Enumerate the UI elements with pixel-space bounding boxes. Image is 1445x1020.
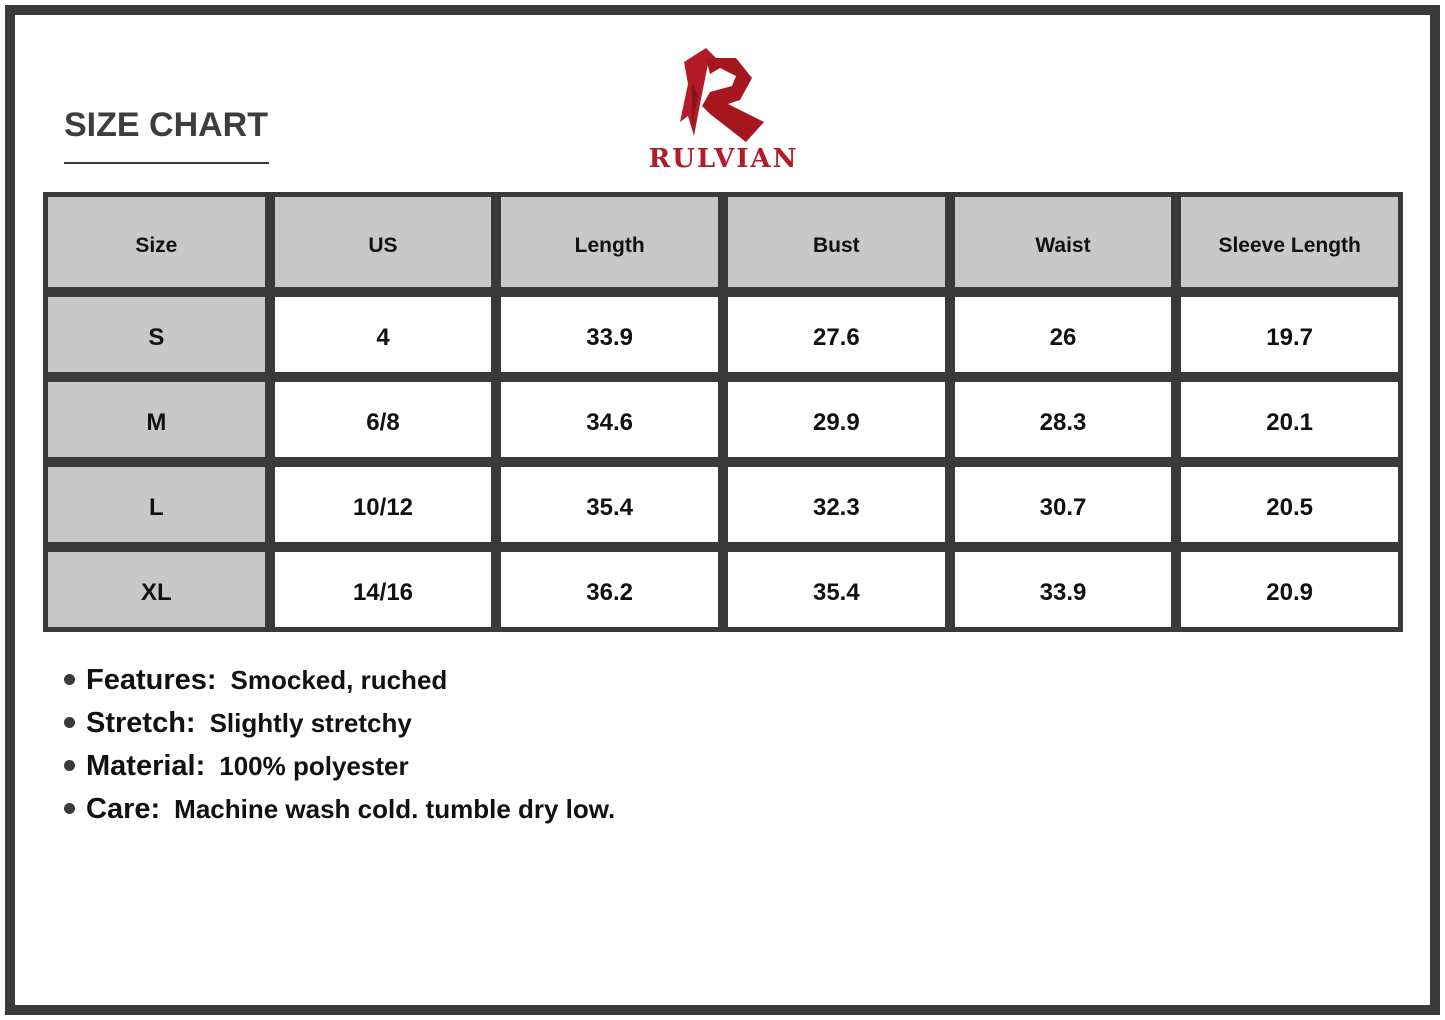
note-value: Slightly stretchy [209, 708, 412, 738]
table-cell: 29.9 [728, 382, 945, 457]
column-header: US [274, 197, 492, 287]
size-cell: S [48, 297, 265, 372]
note-value: Machine wash cold. tumble dry low. [174, 794, 616, 824]
size-cell: M [48, 382, 265, 457]
table-cell: 27.6 [728, 297, 945, 372]
note-label: Care: [86, 793, 161, 825]
bullet-icon [64, 803, 75, 814]
table-cell: 26 [954, 297, 1172, 372]
logo-r-mark-icon [680, 48, 764, 142]
table-cell: 36.2 [501, 552, 718, 627]
page-title: SIZE CHART [64, 106, 268, 144]
size-cell: L [48, 467, 265, 542]
column-header: Size [48, 197, 265, 287]
title-underline [64, 162, 269, 164]
note-item: Features: Smocked, ruched [64, 664, 615, 707]
table-cell: 4 [274, 297, 492, 372]
table-cell: 32.3 [728, 467, 945, 542]
brand-logo: RULVIAN [636, 44, 811, 179]
note-label: Stretch: [86, 707, 196, 739]
bullet-icon [64, 717, 75, 728]
table-cell: 35.4 [728, 552, 945, 627]
note-label: Features: [86, 664, 217, 696]
note-label: Material: [86, 750, 206, 782]
column-header: Length [501, 197, 718, 287]
note-item: Material: 100% polyester [64, 750, 615, 793]
bullet-icon [64, 674, 75, 685]
table-cell: 20.5 [1181, 467, 1398, 542]
size-table: Size US Length Bust Waist Sleeve Length S 4 33.9… [43, 192, 1403, 632]
table-cell: 34.6 [501, 382, 718, 457]
table-cell: 30.7 [954, 467, 1172, 542]
table-cell: 14/16 [274, 552, 492, 627]
product-notes: Features: Smocked, ruched Stretch: Slightly… [64, 664, 615, 836]
note-item: Care: Machine wash cold. tumble dry low. [64, 793, 615, 836]
bullet-icon [64, 760, 75, 771]
note-value: Smocked, ruched [230, 665, 448, 695]
note-item: Stretch: Slightly stretchy [64, 707, 615, 750]
note-value: 100% polyester [219, 751, 409, 781]
table-cell: 19.7 [1181, 297, 1398, 372]
size-cell: XL [48, 552, 265, 627]
table-cell: 33.9 [501, 297, 718, 372]
table-cell: 6/8 [274, 382, 492, 457]
table-cell: 35.4 [501, 467, 718, 542]
column-header: Waist [954, 197, 1172, 287]
table-cell: 10/12 [274, 467, 492, 542]
table-cell: 20.1 [1181, 382, 1398, 457]
column-header: Bust [728, 197, 945, 287]
table-cell: 33.9 [954, 552, 1172, 627]
table-cell: 20.9 [1181, 552, 1398, 627]
brand-name: RULVIAN [648, 144, 799, 174]
table-cell: 28.3 [954, 382, 1172, 457]
column-header: Sleeve Length [1181, 197, 1398, 287]
